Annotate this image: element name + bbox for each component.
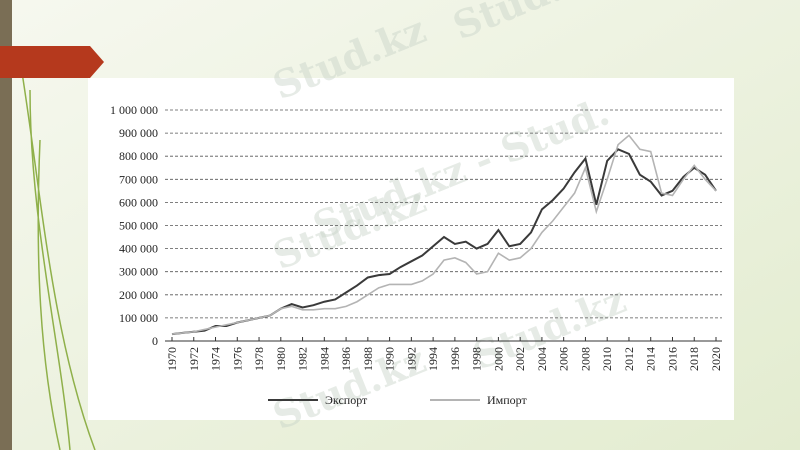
x-tick-label: 1988	[361, 347, 375, 371]
series-line	[171, 134, 717, 335]
y-tick-label: 0	[152, 334, 158, 348]
decoration	[19, 59, 96, 450]
x-tick-label: 1982	[296, 347, 310, 371]
x-tick-label: 2018	[687, 347, 701, 371]
y-tick-label: 1 000 000	[110, 103, 158, 117]
x-tick-label: 2012	[622, 347, 636, 371]
x-tick-label: 2016	[665, 347, 679, 371]
x-tick-label: 2010	[600, 347, 614, 371]
x-tick-label: 1990	[383, 347, 397, 371]
x-tick-label: 1978	[252, 347, 266, 371]
x-tick-label: 2020	[709, 347, 723, 371]
x-tick-label: 1996	[448, 347, 462, 371]
x-tick-label: 1976	[230, 347, 244, 371]
x-tick-label: 1986	[339, 347, 353, 371]
chart: 0 100 000 200 000 300 000 400 000 500 000 600 …	[110, 103, 723, 407]
y-tick-label: 700 000	[119, 172, 158, 186]
side-bar	[0, 0, 12, 450]
x-tick-label: 1980	[274, 347, 288, 371]
legend-label: Экспорт	[325, 393, 368, 407]
x-tick-label: 2002	[513, 347, 527, 371]
x-tick-label: 1998	[470, 347, 484, 371]
y-tick-label: 400 000	[119, 242, 158, 256]
x-tick-label: 2014	[644, 347, 658, 371]
x-tick-label: 1994	[426, 347, 440, 371]
x-tick-label: 1974	[209, 347, 223, 371]
y-tick-label: 300 000	[119, 265, 158, 279]
y-tick-label: 500 000	[119, 219, 158, 233]
x-tick-label: 1970	[165, 347, 179, 371]
y-tick-label: 900 000	[119, 126, 158, 140]
legend-label: Импорт	[487, 393, 528, 407]
y-tick-label: 600 000	[119, 195, 158, 209]
x-tick-label: 1972	[187, 347, 201, 371]
x-tick-label: 2004	[535, 347, 549, 371]
x-tick-label: 1984	[317, 347, 331, 371]
y-tick-label: 200 000	[119, 288, 158, 302]
x-tick-label: 1992	[404, 347, 418, 371]
arrow-banner	[0, 46, 104, 78]
x-tick-label: 2000	[491, 347, 505, 371]
x-tick-label: 2006	[557, 347, 571, 371]
y-tick-label: 100 000	[119, 311, 158, 325]
y-tick-label: 800 000	[119, 149, 158, 163]
x-tick-label: 2008	[578, 347, 592, 371]
